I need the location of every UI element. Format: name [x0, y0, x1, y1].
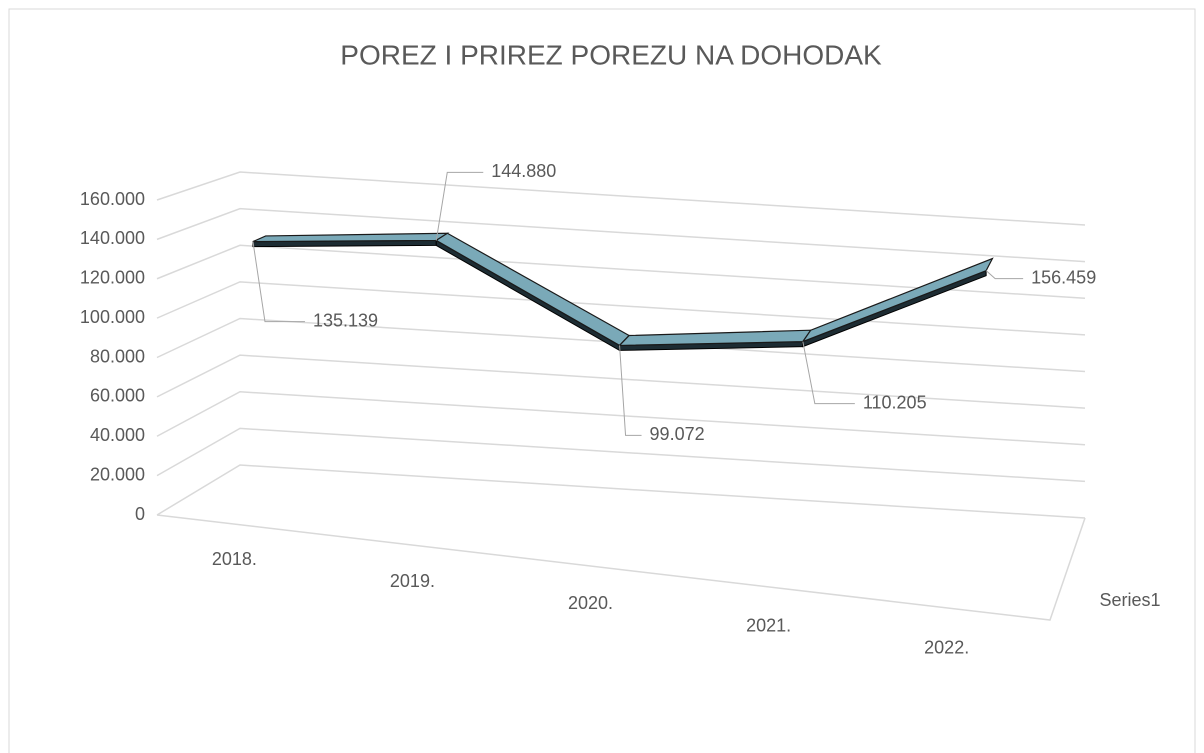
grid-line — [156, 354, 1086, 409]
x-tick-label: 2019. — [390, 571, 435, 591]
x-tick-label: 2021. — [746, 615, 791, 635]
leader-line — [985, 270, 1024, 280]
grid-line — [156, 464, 1086, 519]
grid-line — [156, 207, 1086, 263]
y-tick-label: 20.000 — [90, 464, 145, 484]
data-label: 99.072 — [650, 424, 705, 444]
x-tick-label: 2022. — [924, 637, 969, 657]
y-tick-label: 160.000 — [80, 189, 145, 209]
y-tick-label: 120.000 — [80, 268, 145, 288]
leader-line — [619, 345, 642, 436]
chart-frame — [8, 8, 1196, 753]
leader-line — [802, 341, 855, 405]
x-tick-label: 2018. — [212, 549, 257, 569]
y-tick-label: 0 — [135, 504, 145, 524]
x-tick-label: 2020. — [568, 593, 613, 613]
y-tick-label: 60.000 — [90, 386, 145, 406]
grid-line — [156, 244, 1086, 299]
grid-line — [156, 317, 1086, 373]
grid-line — [156, 171, 1086, 226]
floor-edge — [156, 514, 1086, 621]
ribbon-face — [801, 257, 994, 343]
data-label: 135.139 — [313, 310, 378, 330]
data-label: 110.205 — [863, 392, 927, 412]
grid-line — [156, 281, 1086, 336]
data-label: 144.880 — [491, 161, 556, 181]
legend-label: Series1 — [1100, 590, 1161, 610]
data-label: 156.459 — [1031, 267, 1096, 287]
grid-line — [156, 427, 1086, 483]
leader-line — [252, 241, 305, 323]
y-tick-label: 40.000 — [90, 425, 145, 445]
y-tick-label: 100.000 — [80, 307, 145, 327]
chart-title: POREZ I PRIREZ POREZU NA DOHODAK — [340, 39, 882, 70]
y-tick-label: 80.000 — [90, 346, 145, 366]
grid-line — [156, 390, 1086, 446]
leader-line — [435, 171, 484, 241]
y-tick-label: 140.000 — [80, 228, 145, 248]
